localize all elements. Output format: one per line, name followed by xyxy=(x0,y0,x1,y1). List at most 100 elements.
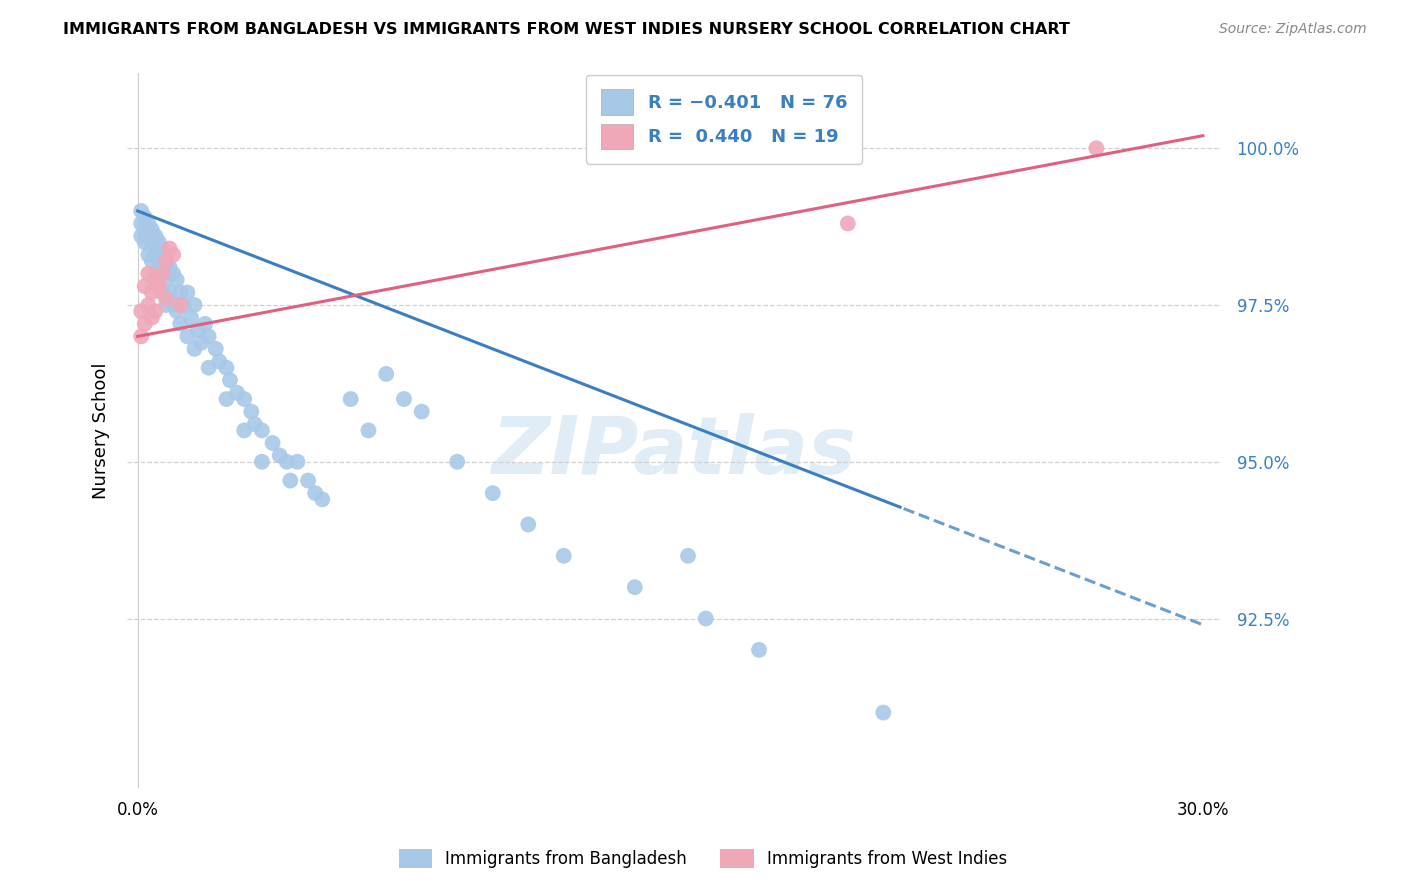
Point xyxy=(197,329,219,343)
Point xyxy=(155,292,177,306)
Point xyxy=(169,317,191,331)
Point xyxy=(250,424,273,438)
Text: Source: ZipAtlas.com: Source: ZipAtlas.com xyxy=(1219,22,1367,37)
Point xyxy=(240,404,263,418)
Point xyxy=(155,248,177,262)
Point xyxy=(357,424,380,438)
Point xyxy=(872,706,894,720)
Point xyxy=(276,455,298,469)
Point xyxy=(141,223,163,237)
Point xyxy=(145,248,167,262)
Point xyxy=(155,273,177,287)
Point xyxy=(233,424,256,438)
Point xyxy=(134,211,156,225)
Point xyxy=(183,342,205,356)
Point xyxy=(278,474,301,488)
Point xyxy=(134,223,156,237)
Legend: R = −0.401   N = 76, R =  0.440   N = 19: R = −0.401 N = 76, R = 0.440 N = 19 xyxy=(586,75,862,164)
Point xyxy=(141,235,163,250)
Point xyxy=(129,304,152,318)
Point xyxy=(134,235,156,250)
Point xyxy=(226,385,249,400)
Point xyxy=(129,203,152,218)
Text: IMMIGRANTS FROM BANGLADESH VS IMMIGRANTS FROM WEST INDIES NURSERY SCHOOL CORRELA: IMMIGRANTS FROM BANGLADESH VS IMMIGRANTS… xyxy=(63,22,1070,37)
Point xyxy=(262,436,284,450)
Point xyxy=(145,273,167,287)
Point xyxy=(215,392,238,406)
Point xyxy=(311,492,333,507)
Point xyxy=(304,486,326,500)
Point xyxy=(145,267,167,281)
Point xyxy=(148,260,170,275)
Point xyxy=(152,267,174,281)
Point xyxy=(215,360,238,375)
Y-axis label: Nursery School: Nursery School xyxy=(93,362,110,499)
Point xyxy=(269,449,291,463)
Point xyxy=(287,455,309,469)
Point xyxy=(155,298,177,312)
Point xyxy=(250,455,273,469)
Point xyxy=(145,304,167,318)
Point xyxy=(162,267,184,281)
Point xyxy=(481,486,503,500)
Point xyxy=(169,285,191,300)
Point xyxy=(148,279,170,293)
Point xyxy=(176,329,198,343)
Point xyxy=(176,285,198,300)
Point xyxy=(1085,141,1108,155)
Point xyxy=(141,254,163,268)
Point xyxy=(148,235,170,250)
Point xyxy=(208,354,231,368)
Point xyxy=(136,217,159,231)
Point xyxy=(243,417,266,431)
Point xyxy=(392,392,415,406)
Point xyxy=(553,549,575,563)
Point xyxy=(136,298,159,312)
Point xyxy=(197,360,219,375)
Point xyxy=(162,248,184,262)
Point xyxy=(517,517,540,532)
Point xyxy=(204,342,226,356)
Point xyxy=(159,285,181,300)
Point xyxy=(166,273,188,287)
Point xyxy=(152,285,174,300)
Point xyxy=(155,254,177,268)
Point xyxy=(145,229,167,244)
Point xyxy=(173,298,195,312)
Point xyxy=(134,317,156,331)
Point xyxy=(446,455,468,469)
Point xyxy=(169,298,191,312)
Point xyxy=(623,580,645,594)
Point xyxy=(183,298,205,312)
Point xyxy=(187,323,209,337)
Point xyxy=(233,392,256,406)
Point xyxy=(676,549,699,563)
Point xyxy=(339,392,361,406)
Point xyxy=(166,304,188,318)
Point xyxy=(141,285,163,300)
Point xyxy=(136,229,159,244)
Point xyxy=(194,317,217,331)
Point xyxy=(129,229,152,244)
Point xyxy=(411,404,433,418)
Point xyxy=(159,260,181,275)
Point xyxy=(152,267,174,281)
Point xyxy=(162,298,184,312)
Point xyxy=(129,329,152,343)
Point xyxy=(141,310,163,325)
Point xyxy=(375,367,398,381)
Point xyxy=(219,373,242,387)
Point xyxy=(159,242,181,256)
Point xyxy=(837,217,859,231)
Point xyxy=(136,248,159,262)
Point xyxy=(190,335,212,350)
Point xyxy=(748,643,770,657)
Text: ZIPatlas: ZIPatlas xyxy=(491,413,856,491)
Legend: Immigrants from Bangladesh, Immigrants from West Indies: Immigrants from Bangladesh, Immigrants f… xyxy=(391,840,1015,877)
Point xyxy=(297,474,319,488)
Point xyxy=(695,611,717,625)
Point xyxy=(180,310,202,325)
Point xyxy=(134,279,156,293)
Point xyxy=(129,217,152,231)
Point xyxy=(152,242,174,256)
